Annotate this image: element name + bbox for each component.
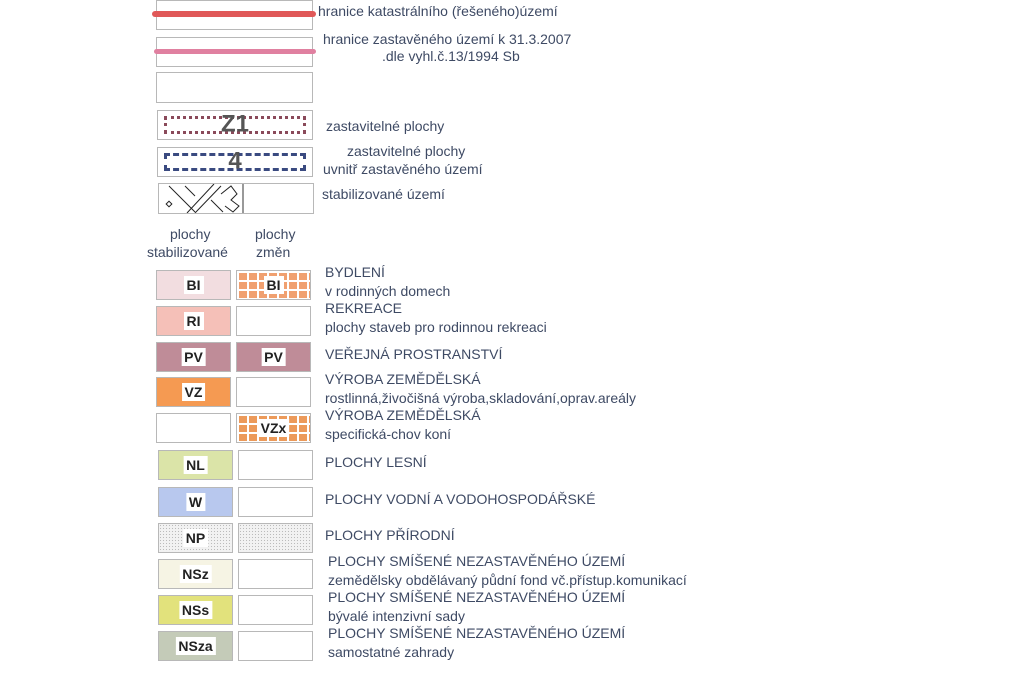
zone-code: NSza: [175, 637, 216, 655]
left-swatch: BI: [156, 270, 231, 300]
row-subtitle: specifická-chov koní: [325, 426, 452, 442]
cadastral-map-pattern: [165, 184, 244, 213]
row-title: PLOCHY VODNÍ A VODOHOSPODÁŘSKÉ: [325, 491, 596, 507]
right-swatch: [238, 523, 313, 553]
header-stabilized-sub: stabilizované: [147, 244, 228, 260]
right-swatch: PV: [236, 342, 311, 372]
zone-swatch-z1: Z1: [157, 110, 313, 140]
right-swatch: [238, 595, 313, 625]
zone-code: PV: [181, 348, 206, 366]
row-title: VÝROBA ZEMĚDĚLSKÁ: [325, 371, 481, 387]
zone-code: NL: [183, 456, 208, 474]
zone-label-sub: uvnitř zastavěného území: [323, 161, 483, 177]
left-swatch: [156, 413, 231, 443]
left-swatch: VZ: [156, 377, 231, 407]
zone-code: NSz: [179, 565, 212, 583]
zone-swatch-4: 4: [157, 147, 313, 177]
right-swatch: [236, 306, 311, 336]
right-swatch: [238, 487, 313, 517]
built-up-boundary-line: [154, 49, 316, 54]
row-title: PLOCHY SMÍŠENÉ NEZASTAVĚNÉHO ÚZEMÍ: [328, 553, 626, 569]
cadastral-boundary-label: hranice katastrálního (řešeného)území: [318, 3, 558, 19]
zone-code: W: [185, 493, 206, 511]
right-swatch: [238, 450, 313, 480]
zone-code: 4: [228, 147, 242, 175]
right-swatch: BI: [236, 270, 311, 300]
left-swatch: NSs: [158, 595, 233, 625]
row-title: PLOCHY PŘÍRODNÍ: [325, 527, 455, 543]
left-swatch: NL: [158, 450, 233, 480]
row-title: PLOCHY LESNÍ: [325, 454, 427, 470]
right-swatch: VZx: [236, 413, 311, 443]
row-subtitle: samostatné zahrady: [328, 644, 455, 660]
zone-code: RI: [183, 312, 204, 330]
row-subtitle: bývalé intenzivní sady: [328, 608, 465, 624]
built-up-boundary-note: .dle vyhl.č.13/1994 Sb: [382, 48, 520, 64]
zone-code: BI: [263, 276, 284, 294]
right-swatch: [236, 377, 311, 407]
row-title: PLOCHY SMÍŠENÉ NEZASTAVĚNÉHO ÚZEMÍ: [328, 625, 626, 641]
zone-label: zastavitelné plochy: [347, 143, 466, 159]
row-subtitle: v rodinných domech: [325, 283, 451, 299]
row-title: VÝROBA ZEMĚDĚLSKÁ: [325, 407, 481, 423]
left-swatch: W: [158, 487, 233, 517]
right-swatch: [238, 631, 313, 661]
right-swatch: [238, 559, 313, 589]
zone-code: NP: [182, 529, 209, 547]
left-swatch: NSza: [158, 631, 233, 661]
legend-swatch-empty: [156, 72, 313, 103]
header-stabilized: plochy: [170, 226, 211, 242]
row-title: BYDLENÍ: [325, 264, 385, 280]
row-title: PLOCHY SMÍŠENÉ NEZASTAVĚNÉHO ÚZEMÍ: [328, 589, 626, 605]
zone-code: BI: [183, 276, 204, 294]
header-changes: plochy: [255, 226, 296, 242]
cadastral-boundary-line: [152, 11, 316, 17]
left-swatch: NP: [158, 523, 233, 553]
row-subtitle: rostlinná,živočišná výroba,skladování,op…: [325, 390, 637, 406]
stabilized-label: stabilizované území: [322, 186, 445, 202]
zone-code: VZ: [181, 383, 206, 401]
built-up-boundary-label: hranice zastavěného území k 31.3.2007: [323, 31, 572, 47]
row-title: VEŘEJNÁ PROSTRANSTVÍ: [325, 346, 503, 362]
left-swatch: RI: [156, 306, 231, 336]
zone-code: PV: [261, 348, 286, 366]
zone-code: Z1: [220, 110, 250, 138]
left-swatch: PV: [156, 342, 231, 372]
row-subtitle: zemědělsky obdělávaný půdní fond vč.přís…: [328, 572, 687, 588]
zone-label: zastavitelné plochy: [326, 118, 445, 134]
row-title: REKREACE: [325, 300, 403, 316]
zone-code: NSs: [178, 601, 213, 619]
stabilized-swatch: [158, 183, 314, 214]
row-subtitle: plochy staveb pro rodinnou rekreaci: [325, 319, 547, 335]
zone-code: VZx: [257, 419, 290, 437]
left-swatch: NSz: [158, 559, 233, 589]
header-changes-sub: změn: [256, 244, 291, 260]
